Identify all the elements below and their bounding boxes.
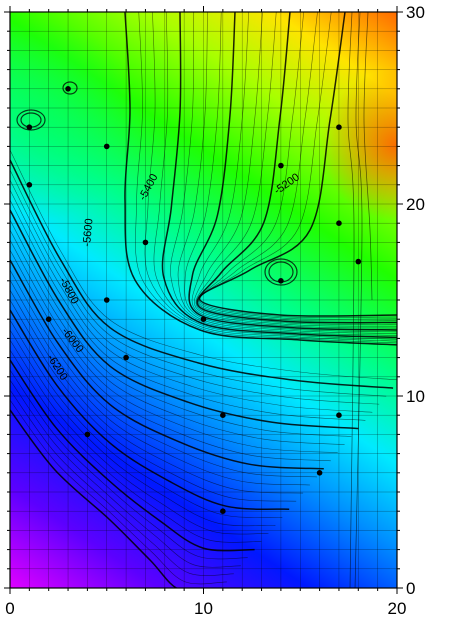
contour-line — [191, 12, 397, 329]
contour-line — [161, 12, 397, 339]
contour-line — [10, 329, 276, 527]
contour-line — [10, 219, 352, 437]
sample-point — [142, 239, 149, 246]
contour-line — [10, 269, 317, 478]
contour-line — [10, 249, 331, 462]
contour-line — [177, 12, 397, 335]
contour-line — [10, 369, 248, 560]
sample-point — [200, 316, 207, 323]
contour-line — [188, 12, 397, 331]
contour-line — [10, 289, 304, 494]
contour-line — [198, 12, 397, 320]
y-tick-label-0: 0 — [406, 579, 415, 598]
contour-line — [195, 12, 397, 325]
contour-line — [199, 12, 397, 317]
contour-line — [10, 179, 380, 405]
sample-point — [220, 412, 226, 419]
sample-point — [26, 124, 33, 130]
sample-point — [355, 258, 362, 265]
closed-contour — [16, 109, 46, 131]
contour-lines — [10, 12, 397, 588]
y-tick-label-20: 20 — [406, 195, 425, 214]
contour-line — [10, 279, 311, 486]
sample-point — [103, 297, 110, 303]
sample-point — [26, 182, 33, 188]
axis-ticks — [4, 6, 403, 594]
contour-line — [10, 359, 255, 552]
contour-line — [10, 319, 283, 518]
closed-contour — [264, 258, 298, 286]
contour-label: -5600 — [81, 218, 95, 247]
y-tick-label-10: 10 — [406, 387, 425, 406]
contour-line — [10, 199, 366, 421]
contour-line — [10, 169, 387, 397]
sample-point — [45, 316, 52, 323]
contour-line — [10, 299, 297, 502]
sample-point — [336, 124, 342, 130]
contour-line — [354, 12, 363, 588]
sample-point — [123, 354, 129, 361]
contour-line — [347, 12, 355, 588]
contour-line — [10, 189, 373, 413]
contour-line — [124, 12, 397, 346]
sample-point — [316, 470, 323, 476]
contour-line — [10, 389, 234, 576]
x-tick-label-0: 0 — [5, 599, 14, 618]
y-tick-label-30: 30 — [406, 3, 425, 22]
contour-line — [144, 12, 397, 342]
contour-line — [10, 149, 397, 381]
sample-point — [103, 143, 110, 150]
closed-contour — [62, 81, 78, 95]
contour-line — [198, 12, 397, 319]
contour-line — [10, 229, 345, 445]
sample-point — [84, 431, 91, 438]
contour-line — [363, 12, 373, 301]
contour-line — [10, 349, 262, 543]
sample-point — [336, 220, 342, 226]
sample-point — [278, 162, 284, 169]
contour-line — [10, 259, 324, 470]
contour-line — [197, 12, 397, 322]
contour-line — [10, 209, 359, 430]
sample-point — [65, 86, 71, 92]
sample-point — [336, 412, 342, 419]
contour-line — [10, 159, 394, 389]
sample-point — [220, 508, 226, 514]
contour-line — [184, 12, 397, 333]
x-tick-label-20: 20 — [388, 599, 407, 618]
contour-line — [10, 339, 269, 535]
contour-line — [194, 12, 397, 327]
contour-line — [196, 12, 397, 324]
contour-line — [10, 399, 227, 585]
sample-points — [26, 86, 362, 514]
contour-line — [10, 309, 290, 510]
sample-point — [278, 278, 284, 284]
contour-line — [170, 12, 397, 336]
contour-line — [10, 379, 241, 568]
contour-line — [153, 12, 397, 340]
contour-line — [10, 239, 338, 453]
contour-line — [10, 409, 178, 588]
x-tick-label-10: 10 — [194, 599, 213, 618]
contour-line — [135, 12, 397, 344]
